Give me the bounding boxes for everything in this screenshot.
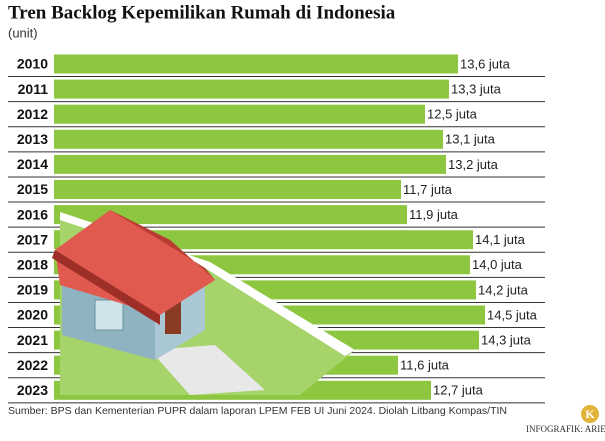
chart-title: Tren Backlog Kepemilikan Rumah di Indone… — [8, 2, 396, 23]
year-label: 2013 — [17, 131, 48, 147]
bar — [54, 104, 425, 124]
source-note: Sumber: BPS dan Kementerian PUPR dalam l… — [8, 405, 507, 417]
value-label: 14,1 juta — [475, 232, 526, 247]
year-label: 2021 — [17, 332, 48, 348]
year-label: 2015 — [17, 181, 48, 197]
bar — [54, 205, 407, 225]
year-label: 2020 — [17, 307, 48, 323]
year-label: 2010 — [17, 56, 48, 72]
value-label: 12,5 juta — [427, 107, 478, 122]
logo: K — [585, 407, 595, 421]
bar — [54, 129, 443, 149]
year-label: 2014 — [17, 156, 48, 172]
value-label: 12,7 juta — [433, 383, 484, 398]
credit: INFOGRAFIK: ARIE — [526, 424, 605, 434]
bar — [54, 154, 446, 174]
year-label: 2018 — [17, 257, 48, 273]
house-illustration — [52, 210, 355, 395]
bar — [54, 79, 449, 99]
value-label: 13,6 juta — [460, 56, 511, 71]
year-label: 2022 — [17, 357, 48, 373]
logo-circle — [581, 405, 599, 423]
year-label: 2017 — [17, 231, 48, 247]
value-label: 13,2 juta — [448, 157, 499, 172]
value-label: 11,7 juta — [403, 182, 453, 197]
year-label: 2023 — [17, 382, 48, 398]
value-label: 14,0 juta — [472, 257, 523, 272]
year-label: 2016 — [17, 206, 48, 222]
value-label: 11,9 juta — [409, 207, 459, 222]
value-label: 13,1 juta — [445, 132, 496, 147]
value-labels: 13,6 juta 13,3 juta 12,5 juta 13,1 juta 13,2… — [400, 56, 538, 397]
value-label: 13,3 juta — [451, 82, 502, 97]
year-label: 2012 — [17, 106, 48, 122]
bar — [54, 54, 458, 74]
chart-subtitle: (unit) — [8, 25, 38, 40]
value-label: 11,6 juta — [400, 358, 450, 373]
value-label: 14,3 juta — [481, 333, 532, 348]
value-label: 14,5 juta — [487, 307, 538, 322]
year-label: 2019 — [17, 282, 48, 298]
year-label: 2011 — [18, 81, 49, 97]
bar — [54, 180, 401, 199]
value-label: 14,2 juta — [478, 282, 529, 297]
